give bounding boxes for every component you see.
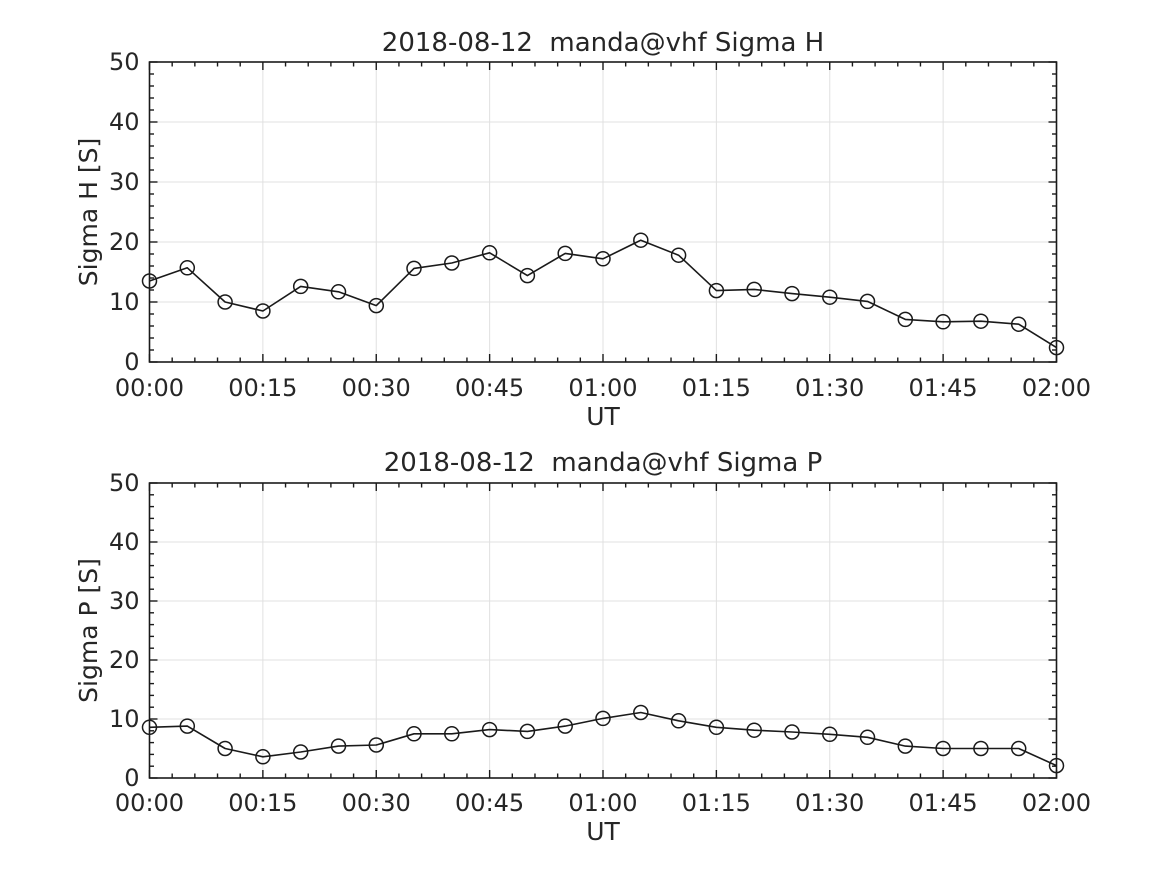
data-point-marker <box>481 721 498 738</box>
sigma-h-series-line <box>149 239 1057 349</box>
sigma-p-title: 2018-08-12 manda@vhf Sigma P <box>384 448 823 478</box>
data-point-marker <box>141 273 158 289</box>
data-point-marker <box>670 713 687 729</box>
sigma-h-title: 2018-08-12 manda@vhf Sigma H <box>382 28 824 58</box>
data-point-marker <box>633 232 649 248</box>
x-tick-label: 01:00 <box>568 374 637 402</box>
data-point-marker <box>784 285 800 302</box>
data-point-marker <box>519 723 536 740</box>
x-tick-label: 01:15 <box>682 374 751 402</box>
sigma-p-xaxis-label: UT <box>586 817 620 846</box>
data-point-marker <box>595 251 611 267</box>
data-point-marker <box>406 260 422 277</box>
y-tick-label: 0 <box>124 764 139 792</box>
data-point-marker <box>444 726 460 742</box>
x-tick-label: 00:45 <box>455 374 524 402</box>
data-point-marker <box>368 297 385 314</box>
x-tick-label: 02:00 <box>1022 374 1091 402</box>
sigma-p-yaxis-label: Sigma P [S] <box>74 558 103 703</box>
x-tick-label: 02:00 <box>1022 789 1091 817</box>
y-tick-label: 10 <box>109 705 140 733</box>
x-tick-label: 01:30 <box>795 789 864 817</box>
data-point-marker <box>255 303 271 319</box>
data-point-marker <box>481 245 498 261</box>
x-tick-label: 00:15 <box>228 374 297 402</box>
x-tick-label: 01:30 <box>795 374 864 402</box>
data-point-marker <box>595 710 611 727</box>
sigma-h-xaxis-label: UT <box>586 402 620 431</box>
data-point-marker <box>406 726 422 742</box>
data-point-marker <box>784 724 800 740</box>
data-point-marker <box>1048 339 1065 356</box>
data-point-marker <box>708 282 725 299</box>
gridlines <box>149 483 1057 778</box>
data-point-marker <box>708 719 725 736</box>
data-point-marker <box>935 314 951 330</box>
data-point-marker <box>822 289 838 305</box>
x-tick-label: 00:30 <box>342 789 411 817</box>
data-point-marker <box>822 726 838 743</box>
data-point-marker <box>973 740 989 757</box>
x-tick-label: 01:45 <box>909 789 978 817</box>
y-tick-label: 50 <box>109 469 140 497</box>
data-point-marker <box>897 311 914 328</box>
data-point-marker <box>670 247 687 263</box>
data-point-marker <box>935 740 951 757</box>
data-point-marker <box>897 738 914 754</box>
sigma-h-yaxis-label: Sigma H [S] <box>74 138 103 286</box>
data-point-marker <box>973 313 989 329</box>
data-point-marker <box>292 278 309 295</box>
x-tick-label: 00:15 <box>228 789 297 817</box>
gridlines <box>149 62 1057 362</box>
data-point-marker <box>292 744 309 760</box>
data-point-marker <box>746 281 762 298</box>
data-point-marker <box>557 245 573 262</box>
y-tick-label: 20 <box>109 228 140 256</box>
data-point-marker <box>330 284 347 300</box>
data-point-marker <box>444 255 460 271</box>
y-tick-label: 40 <box>109 108 140 136</box>
x-tick-label: 01:15 <box>682 789 751 817</box>
sigma-p-plot: 2018-08-12 manda@vhf Sigma P00:00 00:15 00… <box>74 448 1091 846</box>
data-point-marker <box>179 260 196 276</box>
data-point-marker <box>1010 316 1027 332</box>
sigma-h-markers <box>141 232 1065 356</box>
y-tick-label: 20 <box>109 646 140 674</box>
data-point-marker <box>633 704 649 721</box>
x-tick-label: 01:45 <box>909 374 978 402</box>
x-tick-label: 00:00 <box>115 374 184 402</box>
y-tick-label: 0 <box>124 348 139 376</box>
data-point-marker <box>141 719 158 736</box>
data-point-marker <box>1048 757 1065 774</box>
data-point-marker <box>368 737 385 753</box>
sigma-p-series-line <box>149 711 1057 767</box>
sigma-h-plot: 2018-08-12 manda@vhf Sigma H00:00 00:15 00… <box>74 28 1091 431</box>
data-point-marker <box>746 722 762 738</box>
y-tick-label: 30 <box>109 587 140 615</box>
data-point-marker <box>1010 740 1027 757</box>
axes-box <box>148 61 1058 363</box>
data-point-marker <box>557 718 573 734</box>
data-point-marker <box>255 749 271 765</box>
data-point-marker <box>330 738 347 754</box>
y-tick-label: 40 <box>109 528 140 556</box>
x-tick-label: 00:30 <box>342 374 411 402</box>
x-tick-label: 00:00 <box>115 789 184 817</box>
data-point-marker <box>217 740 233 757</box>
x-tick-label: 00:45 <box>455 789 524 817</box>
data-point-marker <box>217 294 233 310</box>
data-point-marker <box>179 718 196 734</box>
y-tick-label: 30 <box>109 168 140 196</box>
data-point-marker <box>519 267 536 284</box>
axes-box <box>148 482 1058 779</box>
data-point-marker <box>859 293 876 310</box>
sigma-p-markers <box>141 704 1065 774</box>
y-tick-label: 10 <box>109 288 140 316</box>
data-point-marker <box>859 729 876 746</box>
y-tick-label: 50 <box>109 48 140 76</box>
x-tick-label: 01:00 <box>568 789 637 817</box>
